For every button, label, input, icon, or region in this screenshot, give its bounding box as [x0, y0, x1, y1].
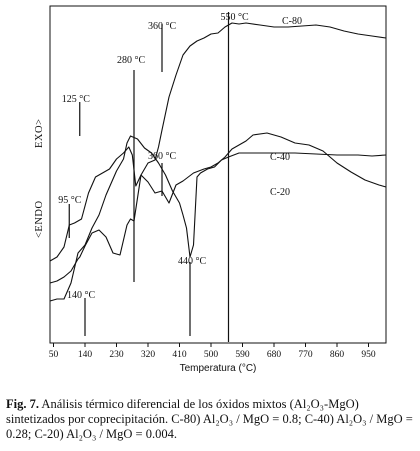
- series-line-c-20: [49, 135, 387, 302]
- figure-label: Fig. 7.: [6, 397, 39, 411]
- temperature-annotation: 95 °C: [58, 195, 81, 206]
- x-tick-label: 680: [267, 350, 282, 360]
- x-tick-label: 320: [141, 350, 156, 360]
- x-tick-label: 860: [330, 350, 345, 360]
- temperature-annotation: 280 °C: [117, 55, 145, 66]
- temperature-annotation: 550 °C: [221, 12, 249, 23]
- series-line-c-80: [49, 22, 387, 284]
- x-tick-label: 140: [78, 350, 93, 360]
- temperature-annotation: 440 °C: [178, 256, 206, 267]
- caption-text: Análisis térmico diferencial de los óxid…: [6, 397, 413, 441]
- y-label-endo: <ENDO: [34, 200, 45, 238]
- x-tick-label: 770: [298, 350, 313, 360]
- x-tick-label: 230: [109, 350, 124, 360]
- series-line-c-40: [49, 132, 387, 262]
- x-tick-label: 590: [235, 350, 250, 360]
- temperature-annotation: 125 °C: [62, 94, 90, 105]
- x-tick-label: 410: [172, 350, 187, 360]
- series-label: C-20: [270, 187, 290, 198]
- temperature-annotation: 360 °C: [148, 21, 176, 32]
- temperature-annotation: 360 °C: [148, 151, 176, 162]
- temperature-annotation: 140 °C: [67, 290, 95, 301]
- series-label: C-80: [282, 16, 302, 27]
- x-tick-label: 50: [49, 350, 59, 360]
- x-tick-label: 500: [204, 350, 219, 360]
- series-label: C-40: [270, 152, 290, 163]
- x-axis-title: Temperatura (°C): [180, 363, 257, 374]
- x-tick-label: 950: [361, 350, 376, 360]
- dta-chart: 50 140 230 320 410 500 590 680 770 860 950 Temperat…: [49, 5, 387, 374]
- y-label-exo: EXO>: [34, 118, 45, 148]
- figure-caption: Fig. 7. Análisis térmico diferencial de …: [6, 397, 414, 442]
- plot-frame: [49, 5, 387, 344]
